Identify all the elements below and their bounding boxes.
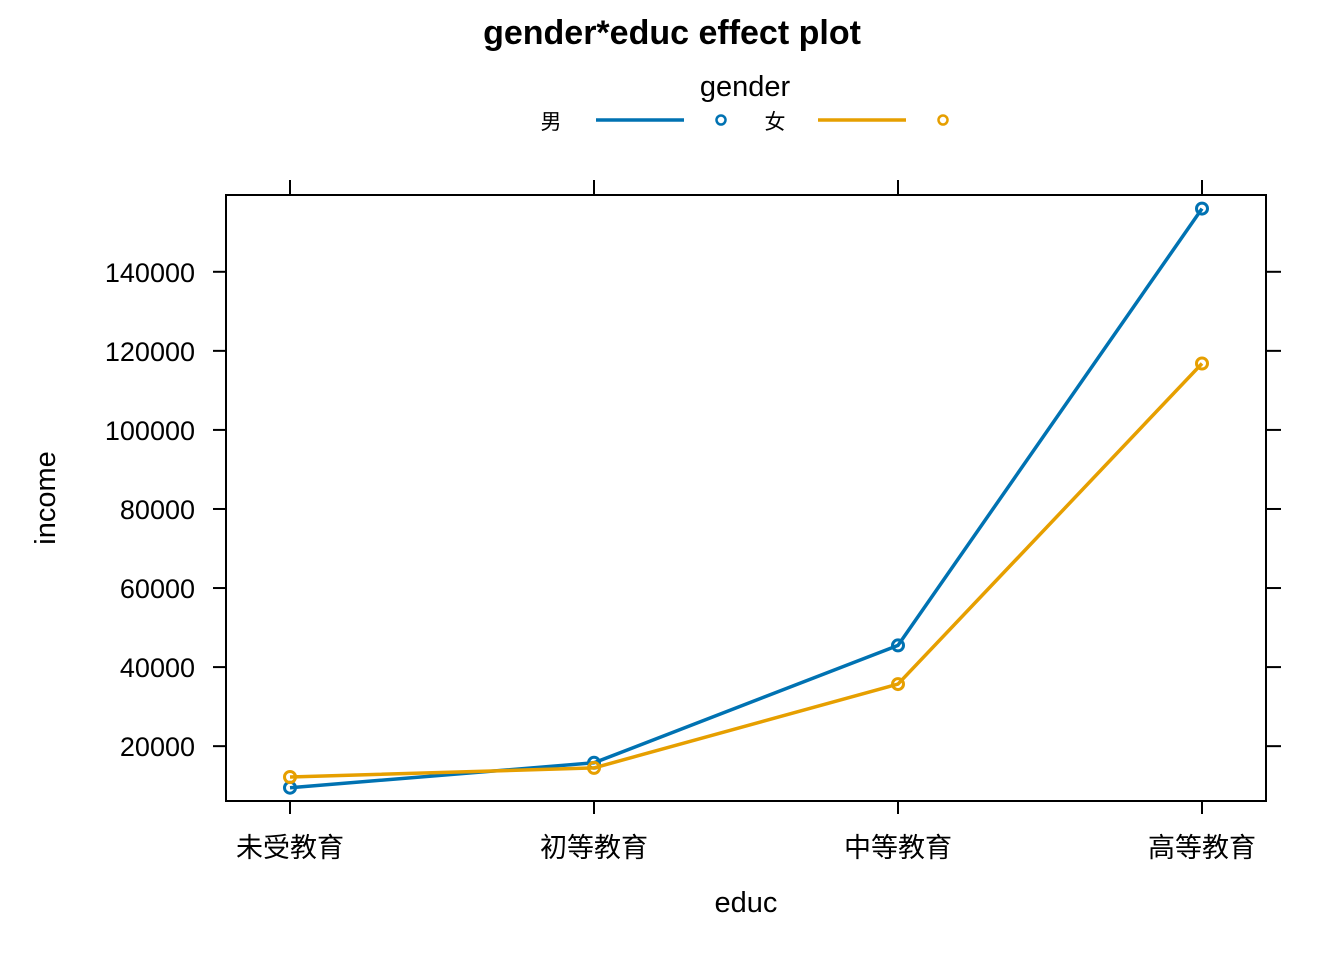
y-tick-label: 120000	[105, 337, 195, 367]
y-axis-label: income	[30, 451, 62, 545]
y-tick-label: 40000	[120, 653, 195, 683]
series-2	[283, 356, 1209, 784]
legend-point	[715, 114, 727, 126]
series-1	[283, 201, 1209, 795]
legend-label: 男	[541, 110, 562, 134]
plot-frame	[225, 194, 1267, 802]
legend: gender 男 女	[541, 71, 949, 134]
data-point	[891, 638, 905, 653]
y-tick-label: 80000	[120, 495, 195, 525]
y-tick-label: 60000	[120, 574, 195, 604]
series-line	[289, 207, 1204, 790]
legend-item: 女	[765, 110, 949, 134]
data-point	[891, 677, 905, 692]
legend-title: gender	[700, 71, 791, 103]
y-tick-label: 100000	[105, 416, 195, 446]
data-point	[1195, 201, 1209, 216]
series-line	[289, 362, 1204, 779]
y-tick-label: 20000	[120, 732, 195, 762]
legend-label: 女	[765, 110, 786, 134]
data-point	[283, 770, 297, 784]
data-point	[587, 760, 601, 775]
legend-point	[937, 114, 949, 126]
x-tick-label: 未受教育	[236, 833, 344, 864]
y-tick-label: 140000	[105, 258, 195, 288]
x-axis-label: educ	[715, 887, 778, 919]
data-point	[1195, 356, 1209, 371]
chart-title: gender*educ effect plot	[483, 14, 861, 52]
x-tick-label: 中等教育	[844, 833, 952, 864]
x-tick-label: 初等教育	[540, 833, 648, 864]
x-tick-label: 高等教育	[1148, 833, 1256, 864]
legend-item: 男	[541, 110, 727, 134]
